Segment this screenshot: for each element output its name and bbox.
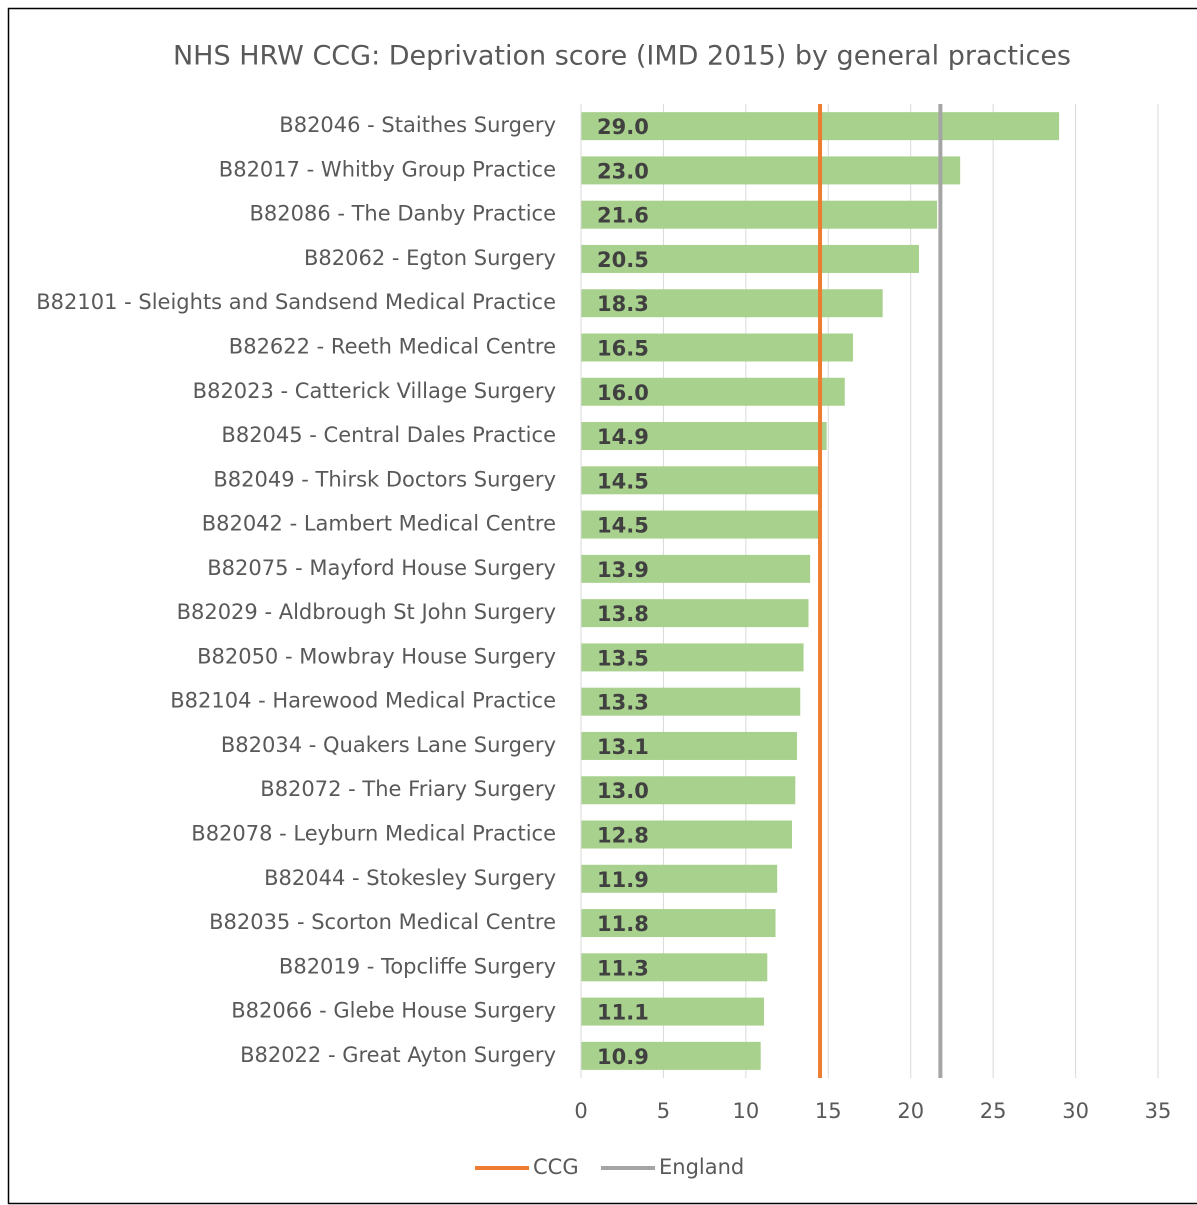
value-label: 14.5 xyxy=(597,469,649,493)
value-label: 13.5 xyxy=(597,646,649,670)
y-tick-label: B82023 - Catterick Village Surgery xyxy=(193,379,556,403)
bar xyxy=(581,997,764,1026)
legend-label: CCG xyxy=(533,1155,579,1179)
bar xyxy=(581,554,811,583)
value-label: 23.0 xyxy=(597,159,649,183)
value-label: 16.5 xyxy=(597,337,649,361)
bar xyxy=(581,643,804,672)
value-label: 20.5 xyxy=(597,248,649,272)
value-label: 12.8 xyxy=(597,824,649,848)
y-tick-label: B82075 - Mayford House Surgery xyxy=(207,556,556,580)
bar xyxy=(581,864,778,893)
value-label: 18.3 xyxy=(597,292,649,316)
x-tick-label: 25 xyxy=(980,1099,1007,1123)
bar xyxy=(581,687,801,716)
value-label: 13.8 xyxy=(597,602,649,626)
bar xyxy=(581,289,883,318)
bar xyxy=(581,909,776,938)
x-tick-label: 10 xyxy=(732,1099,759,1123)
x-tick-label: 35 xyxy=(1145,1099,1172,1123)
y-tick-label: B82034 - Quakers Lane Surgery xyxy=(221,733,556,757)
y-tick-label: B82042 - Lambert Medical Centre xyxy=(202,512,556,536)
bar xyxy=(581,953,768,982)
x-tick-label: 30 xyxy=(1062,1099,1089,1123)
bar xyxy=(581,731,797,760)
value-label: 13.0 xyxy=(597,779,649,803)
value-label: 13.9 xyxy=(597,558,649,582)
bar xyxy=(581,1041,761,1070)
value-label: 11.3 xyxy=(597,956,649,980)
value-label: 11.1 xyxy=(597,1001,649,1025)
x-tick-label: 5 xyxy=(657,1099,670,1123)
bar xyxy=(581,510,821,539)
y-tick-label: B82044 - Stokesley Surgery xyxy=(264,866,556,890)
y-tick-label: B82017 - Whitby Group Practice xyxy=(219,157,556,181)
bar xyxy=(581,422,827,451)
y-tick-label: B82022 - Great Ayton Surgery xyxy=(240,1043,556,1067)
value-label: 13.1 xyxy=(597,735,649,759)
y-tick-label: B82101 - Sleights and Sandsend Medical P… xyxy=(36,290,556,314)
y-tick-label: B82078 - Leyburn Medical Practice xyxy=(191,822,556,846)
y-tick-label: B82049 - Thirsk Doctors Surgery xyxy=(213,467,556,491)
y-tick-label: B82104 - Harewood Medical Practice xyxy=(170,689,556,713)
y-tick-label: B82062 - Egton Surgery xyxy=(304,246,556,270)
bar xyxy=(581,333,854,362)
x-tick-label: 20 xyxy=(897,1099,924,1123)
bar xyxy=(581,599,809,628)
bar xyxy=(581,244,919,273)
chart-title: NHS HRW CCG: Deprivation score (IMD 2015… xyxy=(173,41,1071,72)
bar xyxy=(581,200,938,229)
y-tick-label: B82050 - Mowbray House Surgery xyxy=(197,644,556,668)
value-label: 29.0 xyxy=(597,115,649,139)
y-tick-label: B82035 - Scorton Medical Centre xyxy=(209,910,556,934)
y-tick-label: B82086 - The Danby Practice xyxy=(249,202,556,226)
y-tick-label: B82029 - Aldbrough St John Surgery xyxy=(177,600,556,624)
y-tick-label: B82072 - The Friary Surgery xyxy=(260,777,556,801)
bar xyxy=(581,377,845,406)
x-tick-label: 15 xyxy=(815,1099,842,1123)
bar xyxy=(581,156,961,185)
value-label: 11.9 xyxy=(597,868,649,892)
y-tick-label: B82066 - Glebe House Surgery xyxy=(231,999,556,1023)
value-label: 16.0 xyxy=(597,381,649,405)
y-tick-label: B82019 - Topcliffe Surgery xyxy=(279,954,556,978)
value-label: 14.5 xyxy=(597,514,649,538)
value-label: 13.3 xyxy=(597,691,649,715)
value-label: 10.9 xyxy=(597,1045,649,1069)
y-tick-label: B82045 - Central Dales Practice xyxy=(221,423,556,447)
value-label: 11.8 xyxy=(597,912,649,936)
bar xyxy=(581,820,793,849)
x-tick-label: 0 xyxy=(574,1099,587,1123)
bar xyxy=(581,776,796,805)
bar xyxy=(581,466,821,495)
value-label: 21.6 xyxy=(597,204,649,228)
value-label: 14.9 xyxy=(597,425,649,449)
legend-label: England xyxy=(659,1155,744,1179)
y-tick-label: B82622 - Reeth Medical Centre xyxy=(229,335,556,359)
y-tick-label: B82046 - Staithes Surgery xyxy=(279,113,556,137)
